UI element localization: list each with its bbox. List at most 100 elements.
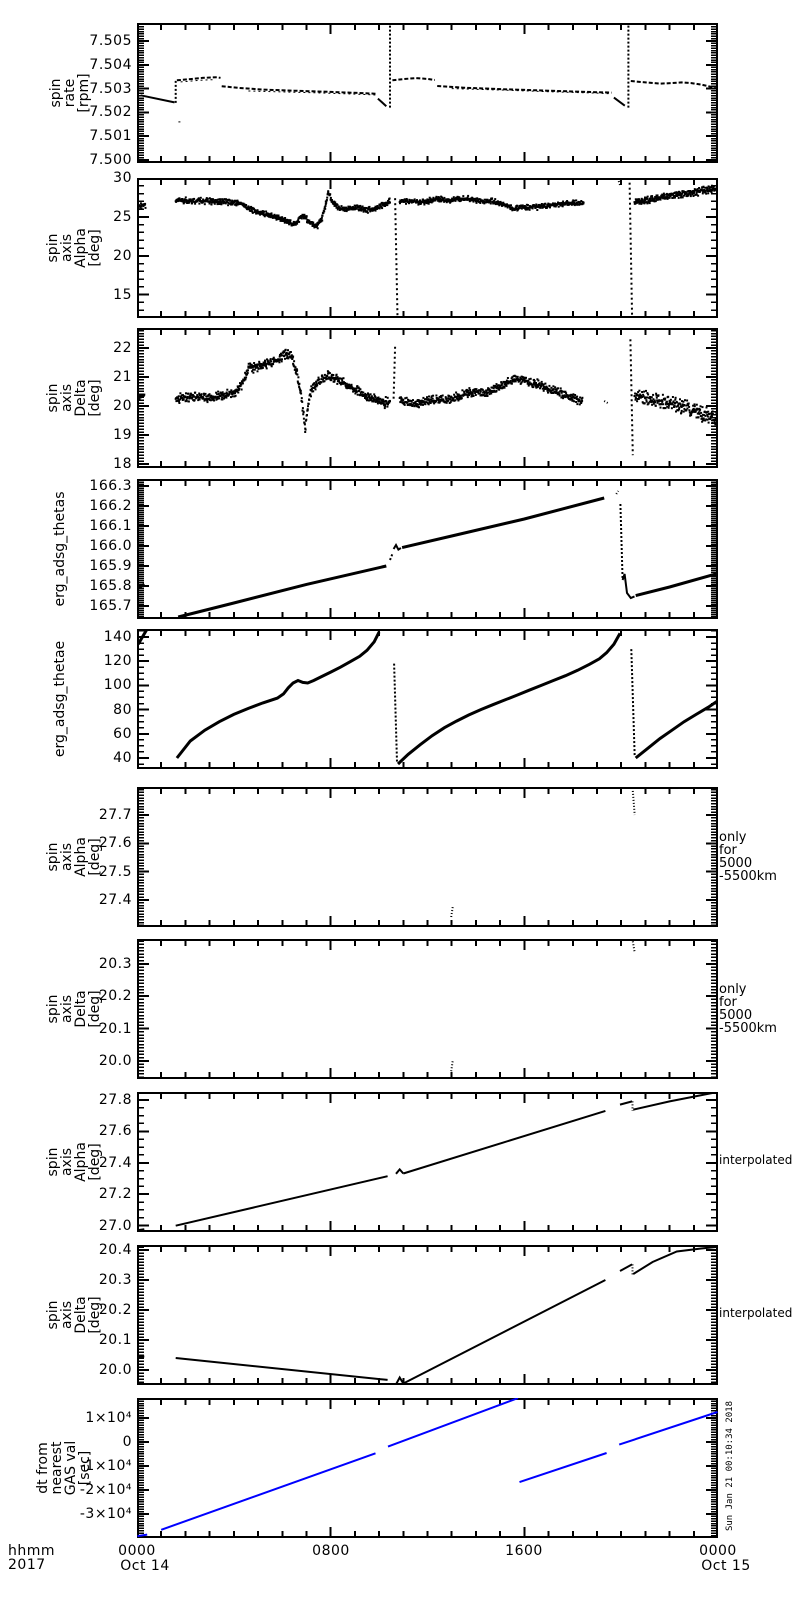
data-point <box>667 196 670 199</box>
data-point <box>486 201 489 204</box>
data-point <box>713 421 716 424</box>
data-point <box>250 208 253 211</box>
y-axis-label-spin-rate: spin rate [rpm] <box>48 73 92 113</box>
data-point <box>654 200 657 203</box>
data-point <box>453 393 456 396</box>
data-point <box>325 201 328 204</box>
data-point <box>264 214 267 216</box>
data-point <box>467 392 470 395</box>
data-point <box>493 199 496 202</box>
data-point <box>580 200 583 202</box>
data-point <box>558 393 561 396</box>
data-point <box>571 201 574 204</box>
data-point <box>532 383 535 386</box>
data-point <box>289 220 292 223</box>
data-point <box>701 186 704 189</box>
data-point <box>702 186 705 189</box>
data-point <box>651 400 654 403</box>
data-point <box>514 380 517 383</box>
data-point <box>371 400 374 403</box>
data-point <box>210 198 213 201</box>
data-point <box>474 197 477 200</box>
data-point <box>352 387 355 390</box>
data-point <box>532 386 534 389</box>
panel-erg-adsg-thetas <box>137 479 718 619</box>
data-point <box>382 402 385 405</box>
data-point <box>554 386 557 389</box>
data-point <box>258 212 261 215</box>
data-point <box>429 201 431 203</box>
data-point <box>440 396 443 399</box>
y-tick-label: 140 <box>103 628 132 645</box>
data-point <box>449 398 452 401</box>
data-point <box>377 396 380 399</box>
data-point <box>637 394 640 397</box>
data-point <box>513 374 516 377</box>
data-point <box>560 389 563 392</box>
y-tick-label: 21 <box>113 368 132 385</box>
data-point <box>641 391 644 393</box>
data-point <box>556 393 559 396</box>
data-point <box>535 203 538 206</box>
data-point <box>680 409 683 412</box>
data-point <box>208 393 211 396</box>
data-point <box>195 396 198 399</box>
data-point <box>324 207 327 210</box>
data-point <box>258 362 261 365</box>
data-point <box>270 365 273 368</box>
data-point <box>455 395 458 398</box>
data-point <box>217 198 220 201</box>
data-point <box>381 400 384 402</box>
data-point <box>637 391 640 394</box>
data-point <box>706 418 709 421</box>
data-point <box>225 391 228 394</box>
data-point <box>317 376 320 379</box>
y-axis-label-erg-adsg-thetas: erg_adsg_thetas <box>52 491 68 607</box>
y-tick-label: 80 <box>113 701 132 718</box>
data-series <box>631 790 636 816</box>
data-point <box>537 205 540 208</box>
data-point <box>664 407 667 410</box>
data-point <box>447 397 450 400</box>
data-point <box>318 382 321 385</box>
data-point <box>316 227 319 230</box>
data-series <box>519 1452 607 1484</box>
data-point <box>339 377 342 380</box>
data-point <box>292 220 295 223</box>
data-point <box>483 390 486 393</box>
data-point <box>705 418 708 421</box>
data-point <box>280 352 282 355</box>
x-tick-label-0000-oct14: 0000 <box>118 1543 156 1559</box>
data-point <box>431 397 434 400</box>
data-point <box>520 381 523 384</box>
data-point <box>652 402 655 405</box>
data-point <box>265 210 268 213</box>
data-point <box>697 416 700 419</box>
data-point <box>284 357 286 360</box>
data-point <box>452 196 455 199</box>
data-point <box>469 392 472 395</box>
data-point <box>582 201 585 204</box>
data-point <box>226 392 228 395</box>
data-point <box>298 382 301 385</box>
data-point <box>500 384 503 387</box>
data-point <box>649 198 652 201</box>
data-point <box>662 192 665 195</box>
data-point <box>666 197 669 200</box>
data-point <box>354 392 357 395</box>
data-point <box>528 206 531 209</box>
data-point <box>311 224 314 227</box>
y-tick-label: 20.4 <box>98 1242 132 1258</box>
data-point <box>698 191 701 193</box>
data-point <box>208 397 211 400</box>
data-point <box>179 398 181 401</box>
data-point <box>215 398 218 401</box>
data-point <box>192 395 195 398</box>
data-series <box>451 88 612 95</box>
data-point <box>696 189 699 192</box>
data-point <box>555 392 558 394</box>
data-point <box>228 392 231 395</box>
data-point <box>706 187 709 190</box>
data-point <box>257 363 260 366</box>
data-point <box>521 376 524 378</box>
